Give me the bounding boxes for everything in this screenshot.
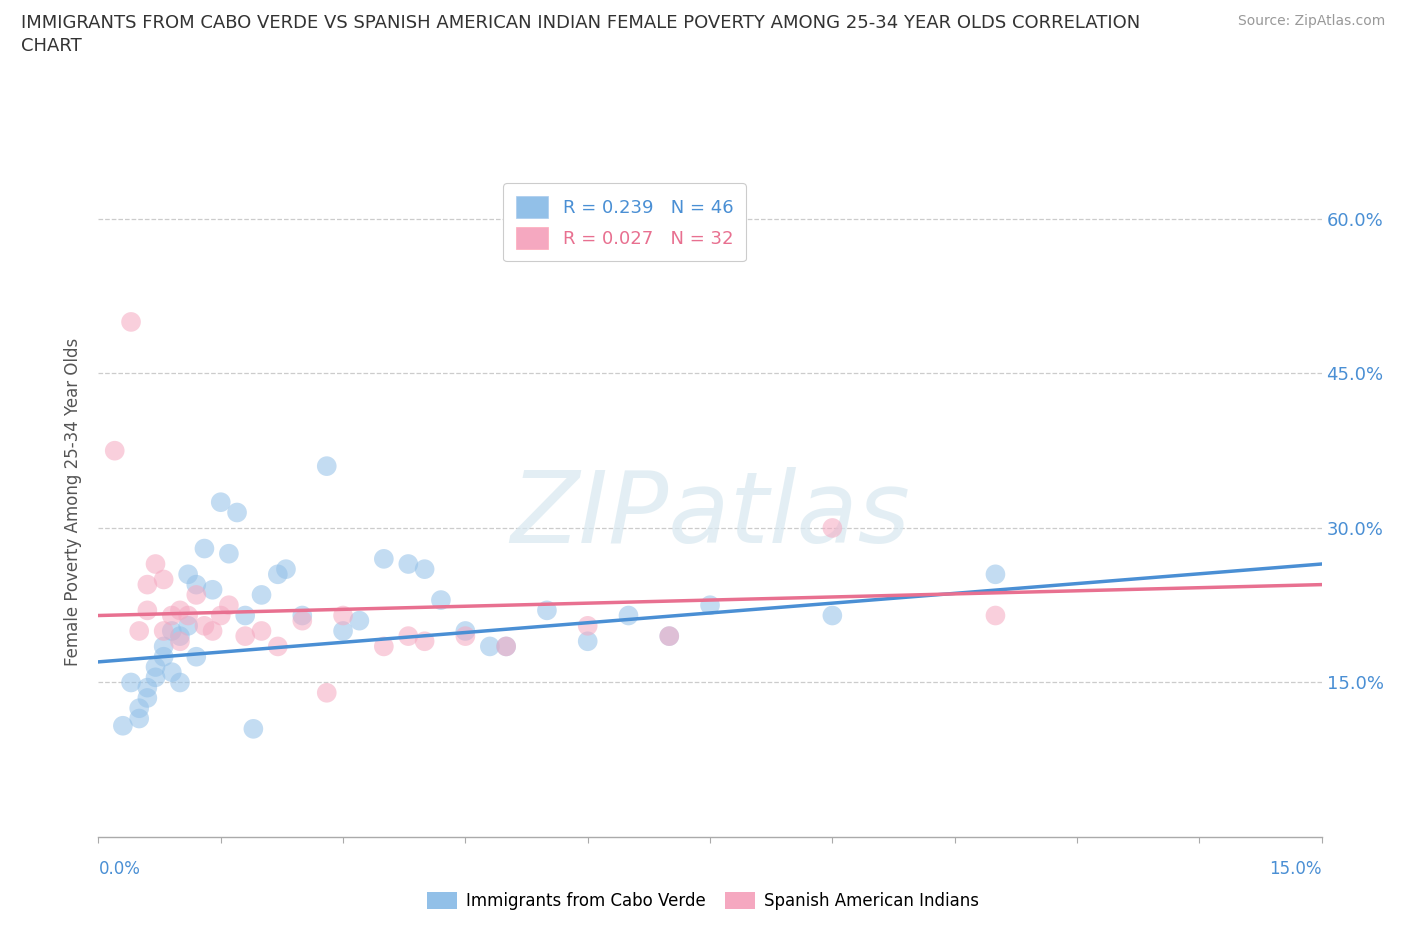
Legend: Immigrants from Cabo Verde, Spanish American Indians: Immigrants from Cabo Verde, Spanish Amer…	[420, 885, 986, 917]
Point	[430, 592, 453, 607]
Point	[201, 582, 224, 597]
Point	[454, 623, 477, 638]
Point	[250, 623, 273, 638]
Point	[169, 675, 191, 690]
Point	[152, 572, 174, 587]
Point	[233, 629, 256, 644]
Point	[120, 314, 142, 329]
Point	[699, 598, 721, 613]
Y-axis label: Female Poverty Among 25-34 Year Olds: Female Poverty Among 25-34 Year Olds	[63, 339, 82, 666]
Text: 0.0%: 0.0%	[98, 860, 141, 878]
Point	[136, 680, 159, 695]
Point	[218, 546, 240, 561]
Point	[413, 562, 436, 577]
Point	[396, 556, 419, 571]
Point	[136, 603, 159, 618]
Point	[226, 505, 249, 520]
Point	[136, 578, 159, 592]
Point	[201, 623, 224, 638]
Point	[145, 556, 167, 571]
Point	[111, 718, 134, 733]
Point	[193, 541, 215, 556]
Point	[242, 722, 264, 737]
Point	[495, 639, 517, 654]
Point	[104, 444, 127, 458]
Point	[193, 618, 215, 633]
Legend: R = 0.239   N = 46, R = 0.027   N = 32: R = 0.239 N = 46, R = 0.027 N = 32	[503, 183, 745, 261]
Point	[169, 629, 191, 644]
Point	[209, 608, 232, 623]
Point	[209, 495, 232, 510]
Point	[169, 603, 191, 618]
Point	[373, 639, 395, 654]
Point	[145, 659, 167, 674]
Point	[373, 551, 395, 566]
Point	[658, 629, 681, 644]
Point	[315, 685, 337, 700]
Point	[315, 458, 337, 473]
Point	[120, 675, 142, 690]
Point	[454, 629, 477, 644]
Point	[128, 711, 150, 726]
Point	[617, 608, 640, 623]
Point	[250, 588, 273, 603]
Point	[658, 629, 681, 644]
Point	[332, 623, 354, 638]
Text: IMMIGRANTS FROM CABO VERDE VS SPANISH AMERICAN INDIAN FEMALE POVERTY AMONG 25-34: IMMIGRANTS FROM CABO VERDE VS SPANISH AM…	[21, 14, 1140, 32]
Point	[160, 665, 183, 680]
Text: 15.0%: 15.0%	[1270, 860, 1322, 878]
Point	[291, 608, 314, 623]
Text: Source: ZipAtlas.com: Source: ZipAtlas.com	[1237, 14, 1385, 28]
Point	[495, 639, 517, 654]
Point	[177, 618, 200, 633]
Point	[821, 608, 844, 623]
Point	[160, 623, 183, 638]
Point	[984, 567, 1007, 582]
Point	[145, 670, 167, 684]
Point	[160, 608, 183, 623]
Point	[274, 562, 297, 577]
Point	[177, 608, 200, 623]
Point	[186, 649, 208, 664]
Point	[186, 588, 208, 603]
Point	[177, 567, 200, 582]
Point	[349, 613, 371, 628]
Point	[128, 701, 150, 716]
Point	[291, 613, 314, 628]
Point	[267, 639, 290, 654]
Point	[152, 649, 174, 664]
Point	[396, 629, 419, 644]
Point	[332, 608, 354, 623]
Text: CHART: CHART	[21, 37, 82, 55]
Point	[821, 521, 844, 536]
Point	[186, 578, 208, 592]
Point	[576, 634, 599, 649]
Point	[478, 639, 501, 654]
Point	[984, 608, 1007, 623]
Point	[152, 639, 174, 654]
Point	[136, 690, 159, 705]
Point	[218, 598, 240, 613]
Point	[536, 603, 558, 618]
Point	[169, 634, 191, 649]
Point	[128, 623, 150, 638]
Point	[413, 634, 436, 649]
Point	[576, 618, 599, 633]
Point	[152, 623, 174, 638]
Point	[267, 567, 290, 582]
Text: ZIPatlas: ZIPatlas	[510, 467, 910, 565]
Point	[233, 608, 256, 623]
